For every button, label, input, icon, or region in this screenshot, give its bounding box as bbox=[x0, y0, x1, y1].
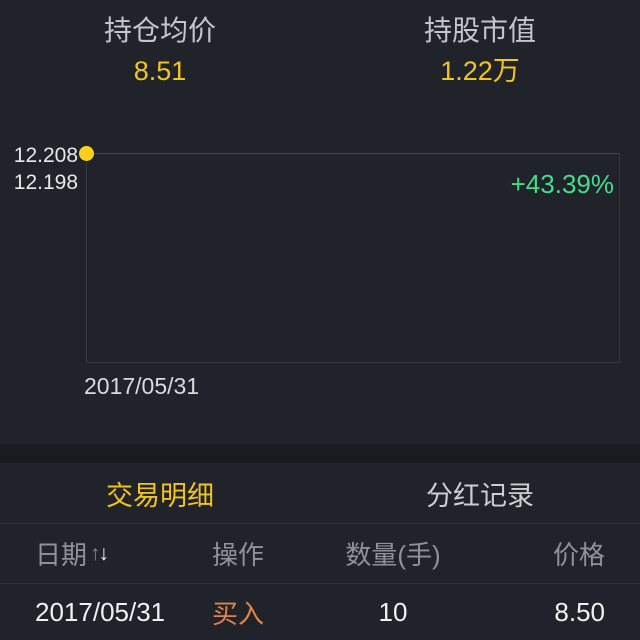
header-date[interactable]: 日期 ↑ ↓ bbox=[35, 535, 185, 572]
x-axis-tick: 2017/05/31 bbox=[84, 373, 200, 399]
avg-cost-label: 持仓均价 bbox=[103, 15, 216, 46]
y-axis-ticks: 12.208 12.198 bbox=[0, 142, 78, 196]
y-tick-bottom: 12.198 bbox=[13, 171, 78, 194]
header-date-label: 日期 bbox=[35, 540, 88, 570]
section-separator bbox=[0, 444, 640, 463]
table-header-row: 日期 ↑ ↓ 操作 数量(手) 价格 bbox=[0, 524, 640, 584]
header-price: 价格 bbox=[552, 540, 605, 570]
tab-trade-details[interactable]: 交易明细 bbox=[106, 480, 214, 511]
stat-market-value: 持股市值 1.22万 bbox=[320, 14, 640, 110]
sort-icon[interactable]: ↑ ↓ bbox=[90, 541, 109, 565]
price-chart: 12.208 12.198 +43.39% 2017/05/31 bbox=[0, 110, 640, 444]
header-quantity: 数量(手) bbox=[345, 540, 441, 570]
avg-cost-value: 8.51 bbox=[133, 56, 187, 86]
cell-operation: 买入 bbox=[211, 598, 264, 629]
market-value-label: 持股市值 bbox=[423, 15, 536, 46]
stat-avg-cost: 持仓均价 8.51 bbox=[0, 14, 320, 110]
detail-tabs: 交易明细 分红记录 bbox=[0, 463, 640, 524]
tab-dividend-records[interactable]: 分红记录 bbox=[426, 480, 534, 511]
pct-change-label: +43.39% bbox=[510, 169, 614, 199]
market-value-value: 1.22万 bbox=[440, 56, 520, 86]
cell-price: 8.50 bbox=[554, 596, 605, 627]
cell-date: 2017/05/31 bbox=[35, 596, 166, 627]
summary-stats: 持仓均价 8.51 持股市值 1.22万 bbox=[0, 0, 640, 110]
data-point-marker bbox=[79, 146, 94, 161]
chart-plot-area: +43.39% bbox=[79, 146, 620, 363]
header-operation: 操作 bbox=[211, 540, 264, 570]
cell-quantity: 10 bbox=[378, 596, 408, 627]
table-row[interactable]: 2017/05/31 买入 10 8.50 bbox=[0, 584, 640, 640]
y-tick-top: 12.208 bbox=[13, 144, 78, 167]
